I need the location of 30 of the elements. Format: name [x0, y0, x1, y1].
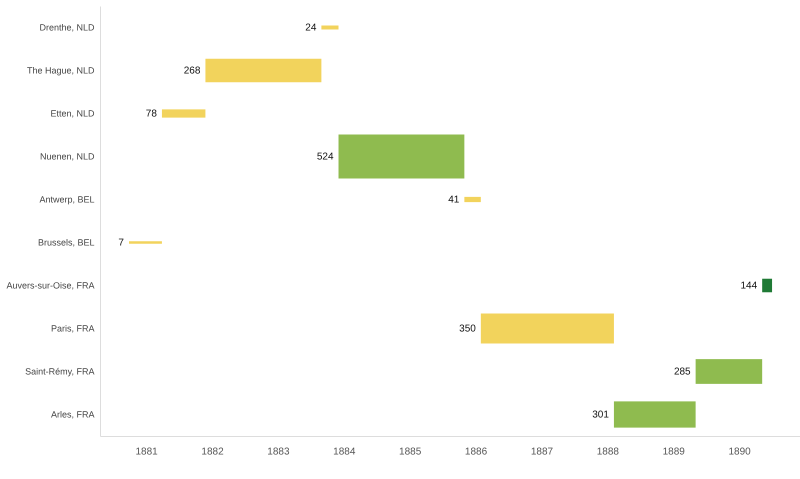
- x-tick-label: 1887: [530, 446, 554, 458]
- y-tick-label: Saint-Rémy, FRA: [25, 366, 94, 376]
- x-tick-label: 1881: [135, 446, 158, 458]
- x-tick-label: 1885: [399, 446, 422, 458]
- y-tick-label: The Hague, NLD: [26, 66, 95, 76]
- annotation: 268: [184, 66, 201, 76]
- y-tick-label: Paris, FRA: [50, 324, 94, 334]
- x-tick-label: 1890: [728, 446, 752, 458]
- y-tick-label: Drenthe, NLD: [39, 22, 95, 32]
- annotation: 78: [146, 108, 158, 120]
- annotation: 350: [459, 324, 476, 334]
- y-tick-label: Arles, FRA: [50, 410, 94, 420]
- annotation: 24: [305, 22, 317, 34]
- x-tick-label: 1889: [662, 446, 686, 458]
- x-tick-label: 1888: [596, 446, 620, 458]
- y-tick-label: Antwerp, BEL: [39, 194, 94, 204]
- annotation: 7: [118, 238, 124, 248]
- x-tick-label: 1883: [267, 446, 290, 458]
- annotation: 41: [448, 194, 460, 206]
- annotation: 285: [674, 366, 692, 378]
- annotation: 144: [740, 280, 758, 292]
- y-tick-label: Brussels, BEL: [38, 238, 94, 248]
- x-tick-label: 1886: [464, 446, 488, 458]
- x-tick-label: 1882: [201, 446, 224, 458]
- y-tick-label: Auvers-sur-Oise, FRA: [6, 280, 94, 290]
- x-tick-label: 1884: [333, 446, 356, 458]
- y-tick-label: Etten, NLD: [50, 108, 95, 118]
- y-tick-label: Nuenen, NLD: [40, 152, 95, 162]
- annotation: 301: [592, 410, 610, 420]
- annotation: 524: [316, 152, 334, 162]
